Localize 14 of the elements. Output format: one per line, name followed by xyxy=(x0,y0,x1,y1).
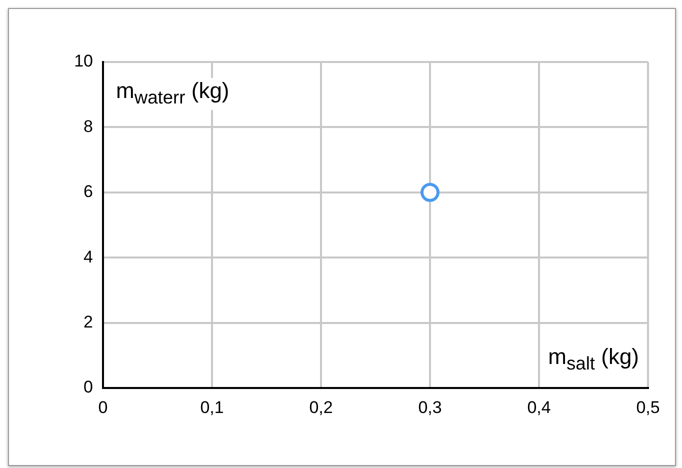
x-tick-label: 0,3 xyxy=(418,398,442,417)
x-tick-label: 0,2 xyxy=(309,398,333,417)
x-tick-label: 0,5 xyxy=(636,398,660,417)
x-tick-label: 0,1 xyxy=(200,398,224,417)
y-tick-label: 0 xyxy=(84,378,93,397)
x-tick-label: 0 xyxy=(98,398,108,417)
y-tick-label: 2 xyxy=(84,312,93,332)
y-tick-label: 4 xyxy=(84,247,93,266)
y-tick-label: 10 xyxy=(74,52,93,71)
y-tick-label: 6 xyxy=(84,182,93,202)
y-axis-title: m$_{waterr}$ (kg) xyxy=(113,78,232,110)
x-axis-title: m$_{salt}$ (kg) xyxy=(545,344,642,376)
x-tick-label: 0,4 xyxy=(527,398,551,417)
y-tick-label: 8 xyxy=(84,116,93,136)
